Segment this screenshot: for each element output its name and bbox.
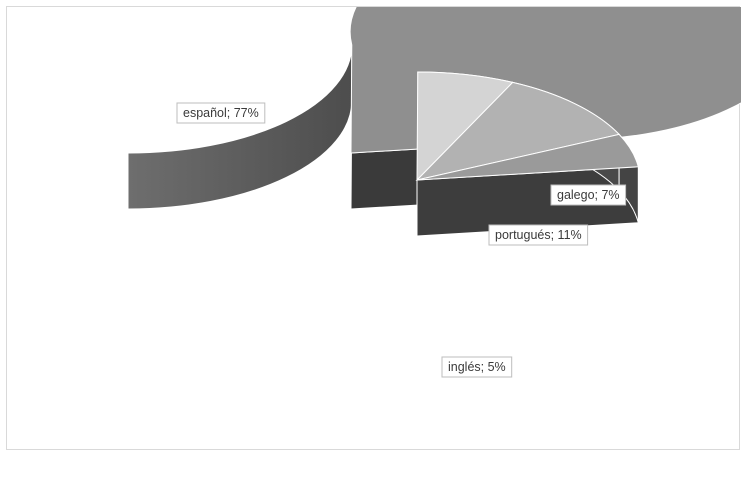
espanol-outer-wall: [127, 44, 353, 210]
data-label-box: [550, 184, 627, 206]
data-label: galego; 7%: [550, 184, 627, 206]
data-label-text: español; 77%: [183, 106, 259, 120]
data-label-box: [441, 356, 513, 378]
slice-portugues: [415, 81, 621, 181]
data-label-text: portugués; 11%: [495, 228, 582, 242]
data-label: español; 77%: [176, 102, 266, 124]
data-label-text: inglés; 5%: [448, 360, 506, 374]
chart-frame: español; 77% galego; 7% portugués; 11% ingl…: [6, 6, 741, 450]
data-label-box: [176, 102, 266, 124]
data-labels: español; 77% galego; 7% portugués; 11% ingl…: [176, 102, 627, 378]
data-label-text: galego; 7%: [557, 188, 620, 202]
pie-chart: español; 77% galego; 7% portugués; 11% ingl…: [127, 7, 741, 378]
data-label: portugués; 11%: [488, 224, 589, 246]
data-label-box: [488, 224, 589, 246]
data-label: inglés; 5%: [441, 356, 513, 378]
slice-ingles: [416, 133, 639, 181]
slice-group-exploded: [415, 71, 639, 237]
